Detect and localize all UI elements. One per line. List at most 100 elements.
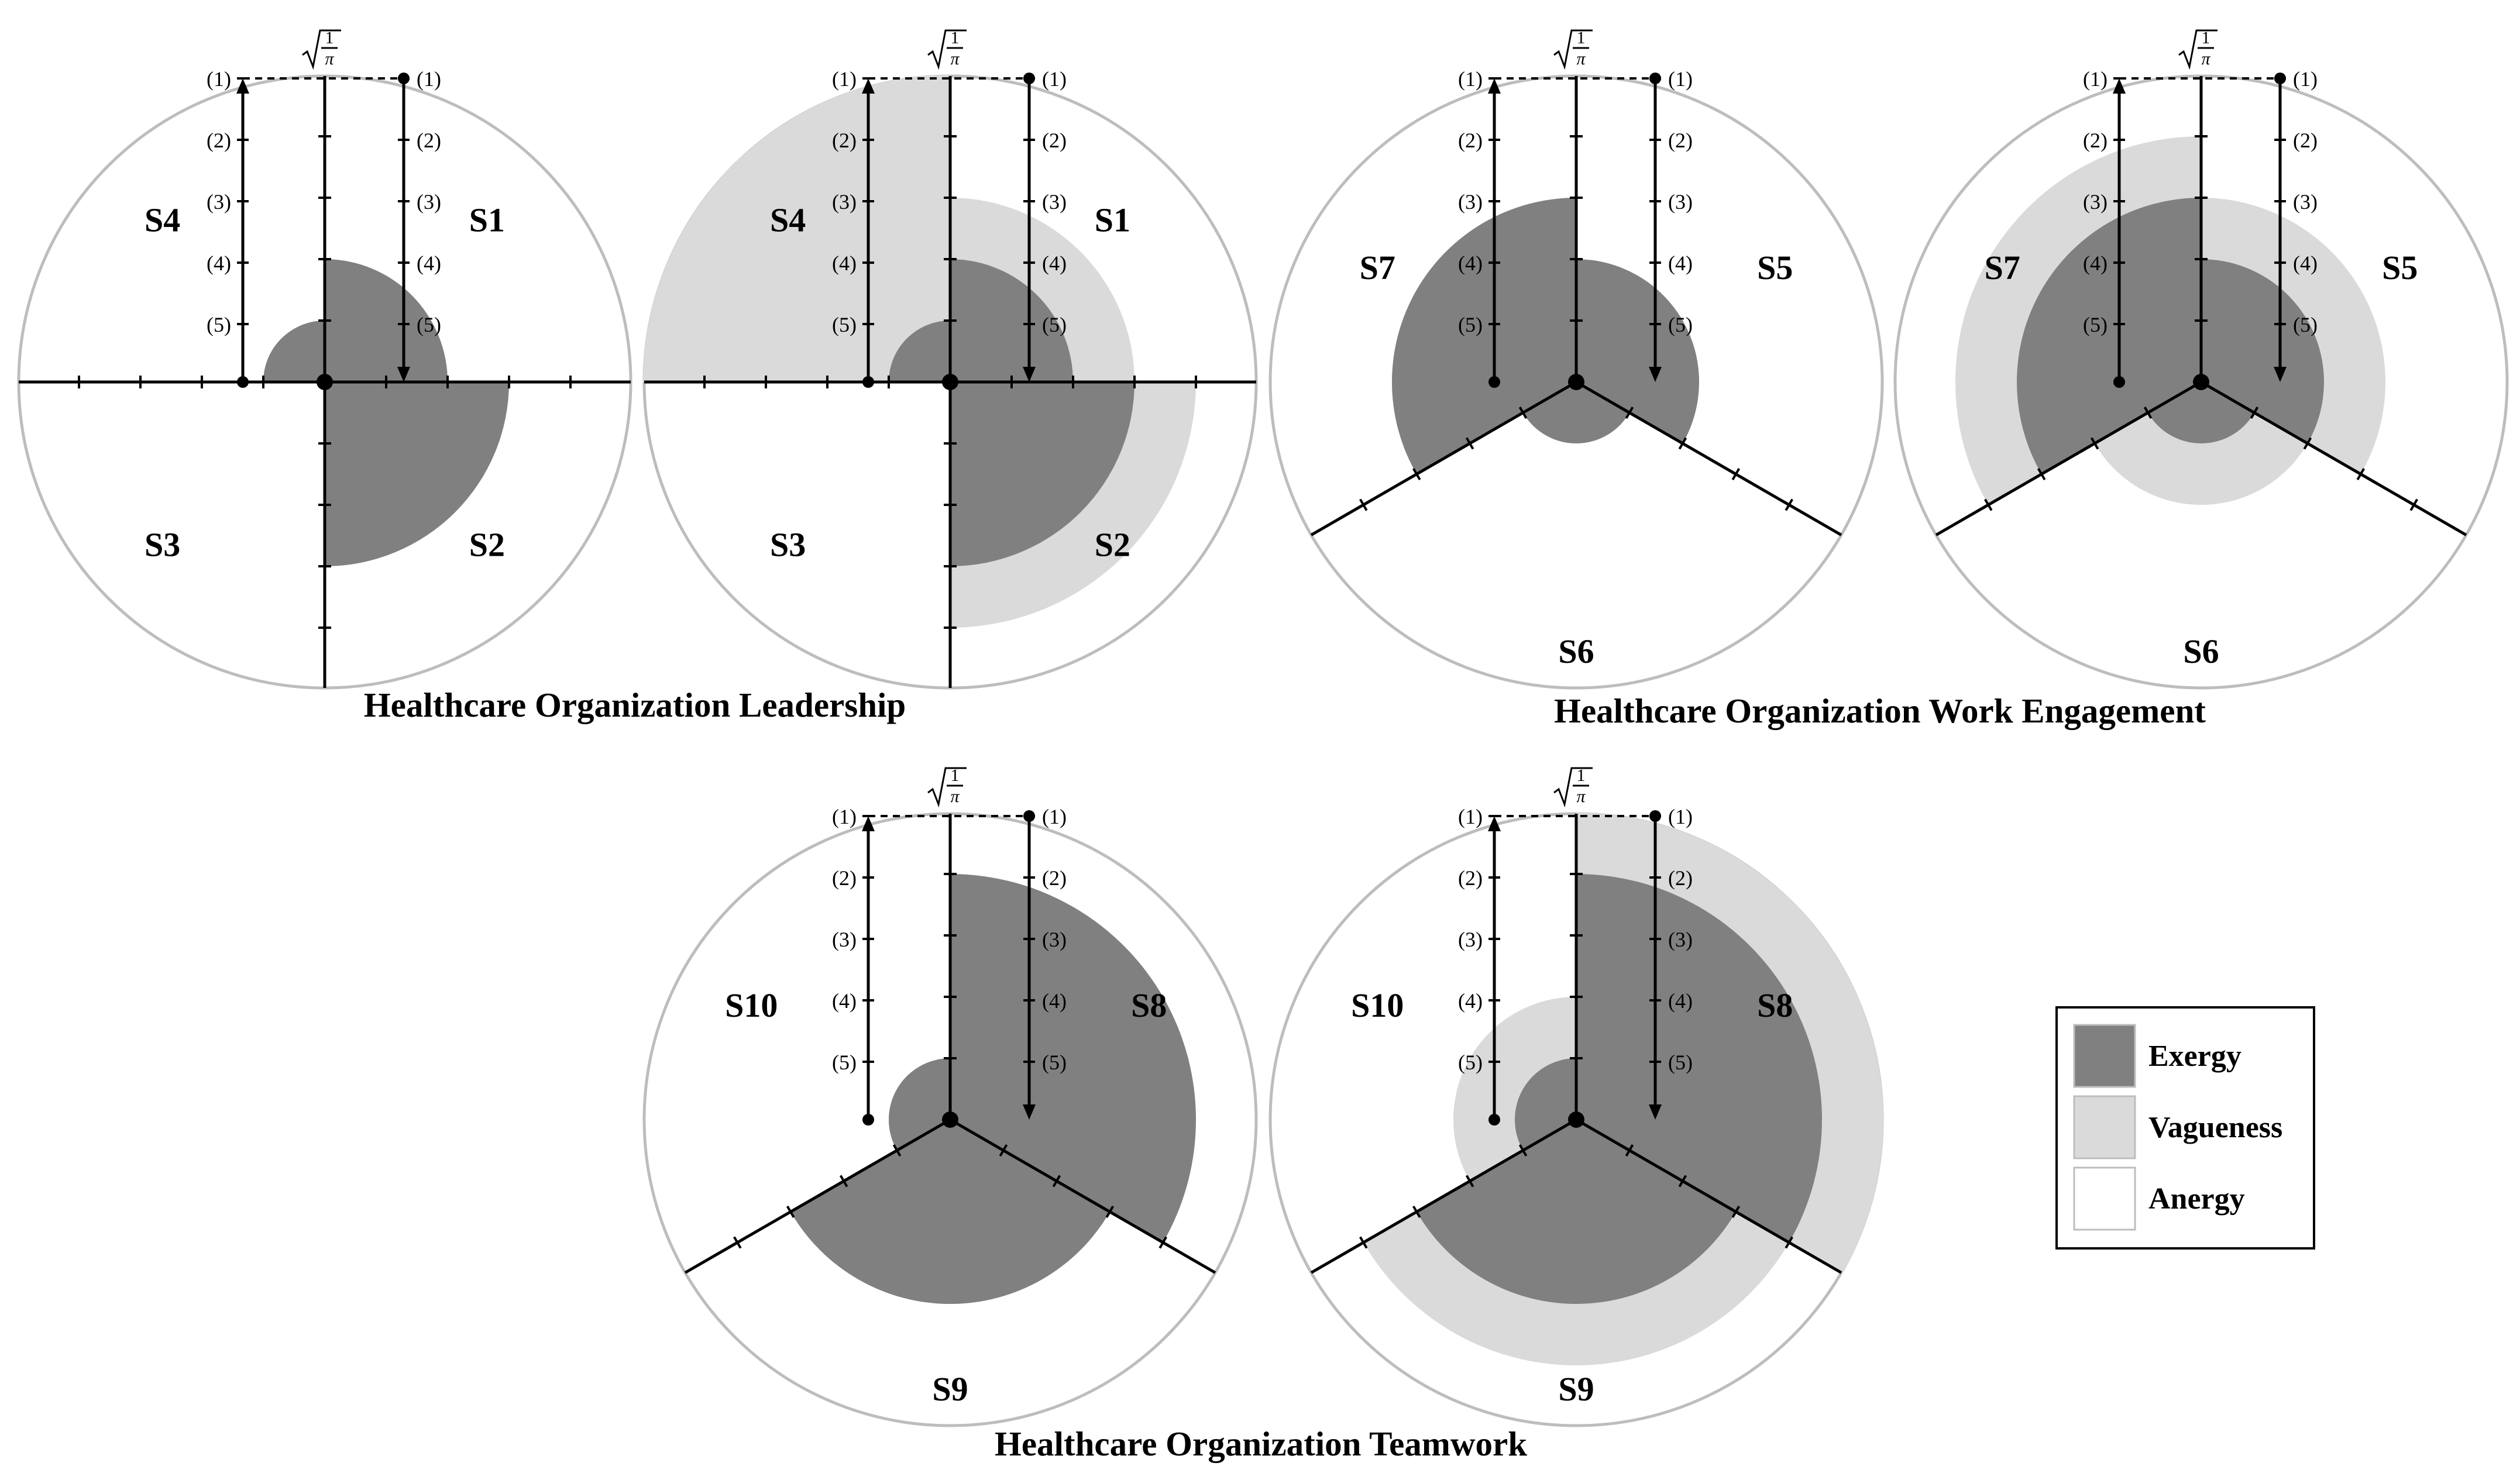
- sector-label-s9: S9: [1558, 1370, 1594, 1408]
- level-label-left: (1): [832, 67, 857, 91]
- sqrt-symbol: [1553, 767, 1593, 808]
- axis-tick: [2303, 437, 2312, 450]
- sqrt-numerator: 1: [2202, 28, 2210, 47]
- exergy-sector-s2: [325, 382, 509, 566]
- level-label-right: (5): [1668, 1051, 1693, 1074]
- exergy-sector-s5: [2201, 259, 2324, 443]
- axis-tick: [733, 1236, 742, 1249]
- legend-label-vagueness: Vagueness: [2148, 1111, 2282, 1144]
- axis-tick: [1465, 1175, 1474, 1188]
- level-label-left: (1): [832, 805, 857, 828]
- diagram-leadership-vagueness: (1) (1) (2) (2) (3) (3) (4) (4) (5) (5) 1 π S1 S2 S3 S4: [642, 28, 1258, 690]
- exergy-sector-s2: [950, 382, 1134, 566]
- diagram-work-engagement-vagueness: (1) (1) (2) (2) (3) (3) (4) (4) (5) (5) 1 π S5 S6 S7: [1893, 28, 2509, 690]
- level-label-right: (1): [1042, 805, 1067, 828]
- diagram-teamwork-exergy: (1) (1) (2) (2) (3) (3) (4) (4) (5) (5) 1 π S8 S9 S10: [642, 766, 1258, 1427]
- level-label-right: (1): [1042, 67, 1067, 91]
- axis-tick: [2356, 467, 2366, 481]
- sector-label-s7: S7: [1360, 249, 1395, 287]
- level-label-left: (1): [1458, 805, 1483, 828]
- sector-label-s3: S3: [770, 525, 806, 563]
- diagrams-layer: (1) (1) (2) (2) (3) (3) (4) (4) (5) (5) 1 π S1 S2 S3 S4…: [17, 28, 2509, 1427]
- center-dot: [942, 374, 958, 390]
- sector-label-s2: S2: [469, 525, 505, 563]
- level-label-right: (4): [417, 252, 441, 275]
- sqrt-denominator: π: [325, 49, 334, 68]
- level-label-left: (4): [1458, 989, 1483, 1013]
- sqrt-symbol: [2178, 29, 2218, 70]
- sector-label-s5: S5: [2382, 249, 2418, 287]
- level-label-left: (5): [832, 1051, 857, 1074]
- level-label-left: (3): [2083, 190, 2108, 214]
- title-work-engagement: Healthcare Organization Work Engagement: [1554, 691, 2206, 730]
- up-arrow-dot: [862, 376, 874, 388]
- level-label-right: (1): [1668, 805, 1693, 828]
- axis-tick: [1158, 1236, 1167, 1249]
- axis-tick: [2409, 498, 2418, 511]
- axis-tick: [1105, 1205, 1115, 1219]
- sector-label-s7: S7: [1985, 249, 2020, 287]
- up-arrow-dot: [237, 376, 249, 388]
- exergy-sector-s7: [1392, 198, 1576, 474]
- sector-label-s1: S1: [1095, 201, 1130, 239]
- axis-tick: [1518, 1144, 1528, 1157]
- up-arrow-head: [1488, 78, 1501, 94]
- level-label-right: (4): [1668, 989, 1693, 1013]
- sector-label-s4: S4: [770, 201, 806, 239]
- level-label-right: (3): [1668, 928, 1693, 951]
- level-label-right: (5): [1668, 313, 1693, 336]
- level-label-left: (4): [832, 252, 857, 275]
- up-arrow-head: [2113, 78, 2126, 94]
- level-label-left: (4): [1458, 252, 1483, 275]
- level-label-right: (3): [417, 190, 441, 214]
- axis-tick: [1731, 1205, 1741, 1219]
- sqrt-numerator: 1: [1577, 766, 1586, 785]
- sector-label-s5: S5: [1757, 249, 1793, 287]
- axis-tick: [1359, 498, 1368, 511]
- axis-tick: [1625, 1144, 1634, 1157]
- sector-label-s3: S3: [145, 525, 180, 563]
- exergy-sector-s6: [1523, 382, 1629, 443]
- level-label-right: (1): [1668, 67, 1693, 91]
- sector-label-s6: S6: [2183, 632, 2219, 670]
- up-arrow-dot: [862, 1114, 874, 1126]
- sqrt-denominator: π: [2201, 49, 2210, 68]
- level-label-right: (2): [1668, 866, 1693, 890]
- up-arrow-dot: [1488, 376, 1500, 388]
- axis-line: [684, 1118, 951, 1274]
- center-dot: [317, 374, 333, 390]
- level-label-left: (4): [207, 252, 231, 275]
- axis-tick: [2037, 467, 2046, 481]
- axis-tick: [2250, 406, 2259, 419]
- diagram-work-engagement-exergy: (1) (1) (2) (2) (3) (3) (4) (4) (5) (5) 1 π S5 S6 S7: [1268, 28, 1884, 690]
- exergy-sector-s8: [1576, 874, 1822, 1243]
- sqrt-numerator: 1: [951, 766, 960, 785]
- sqrt-denominator: π: [1576, 49, 1586, 68]
- level-label-right: (4): [1668, 252, 1693, 275]
- sector-label-s2: S2: [1095, 525, 1130, 563]
- level-label-left: (5): [2083, 313, 2108, 336]
- sector-label-s1: S1: [469, 201, 505, 239]
- vagueness-sector-s4: [643, 75, 950, 382]
- level-label-right: (1): [2293, 67, 2318, 91]
- axis-tick: [1678, 1175, 1687, 1188]
- exergy-sector-s7: [2017, 198, 2201, 474]
- legend-label-anergy: Anergy: [2148, 1182, 2245, 1216]
- sector-label-s10: S10: [1351, 986, 1404, 1024]
- level-label-right: (5): [2293, 313, 2318, 336]
- up-arrow-head: [862, 78, 875, 94]
- up-arrow-dot: [2113, 376, 2125, 388]
- sqrt-symbol: [927, 29, 967, 70]
- sector-label-s9: S9: [932, 1370, 968, 1408]
- diagram-teamwork-vagueness: (1) (1) (2) (2) (3) (3) (4) (4) (5) (5) 1 π S8 S9 S10: [1268, 766, 1884, 1427]
- sector-label-s8: S8: [1131, 986, 1167, 1024]
- sqrt-symbol: [302, 29, 341, 70]
- down-arrow-head: [397, 367, 410, 382]
- level-label-right: (2): [1042, 866, 1067, 890]
- level-label-left: (4): [2083, 252, 2108, 275]
- center-dot: [1568, 374, 1584, 390]
- sector-label-s4: S4: [145, 201, 180, 239]
- axis-line: [1310, 380, 1577, 536]
- sector-label-s6: S6: [1558, 632, 1594, 670]
